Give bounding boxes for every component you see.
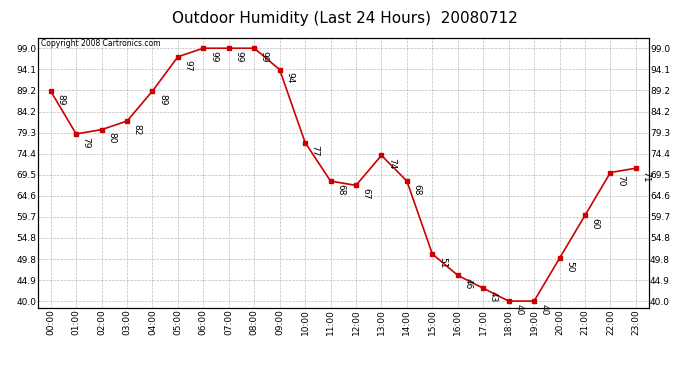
Text: 79: 79 [81, 137, 90, 148]
Text: Copyright 2008 Cartronics.com: Copyright 2008 Cartronics.com [41, 39, 161, 48]
Text: 40: 40 [540, 304, 549, 315]
Text: 74: 74 [387, 158, 396, 170]
Text: 46: 46 [463, 278, 473, 290]
Text: 82: 82 [132, 124, 141, 135]
Text: 94: 94 [285, 72, 294, 84]
Text: 40: 40 [514, 304, 523, 315]
Text: 51: 51 [438, 257, 447, 268]
Text: 97: 97 [184, 60, 193, 71]
Text: 68: 68 [413, 184, 422, 195]
Text: 43: 43 [489, 291, 497, 302]
Text: 77: 77 [310, 145, 319, 157]
Text: 99: 99 [209, 51, 218, 63]
Text: 80: 80 [107, 132, 116, 144]
Text: 67: 67 [362, 188, 371, 200]
Text: 89: 89 [56, 94, 66, 105]
Text: 68: 68 [336, 184, 345, 195]
Text: 99: 99 [235, 51, 244, 63]
Text: 71: 71 [642, 171, 651, 183]
Text: 89: 89 [158, 94, 167, 105]
Text: 60: 60 [591, 218, 600, 229]
Text: 70: 70 [616, 175, 625, 187]
Text: 99: 99 [259, 51, 269, 63]
Text: Outdoor Humidity (Last 24 Hours)  20080712: Outdoor Humidity (Last 24 Hours) 2008071… [172, 11, 518, 26]
Text: 50: 50 [565, 261, 574, 273]
